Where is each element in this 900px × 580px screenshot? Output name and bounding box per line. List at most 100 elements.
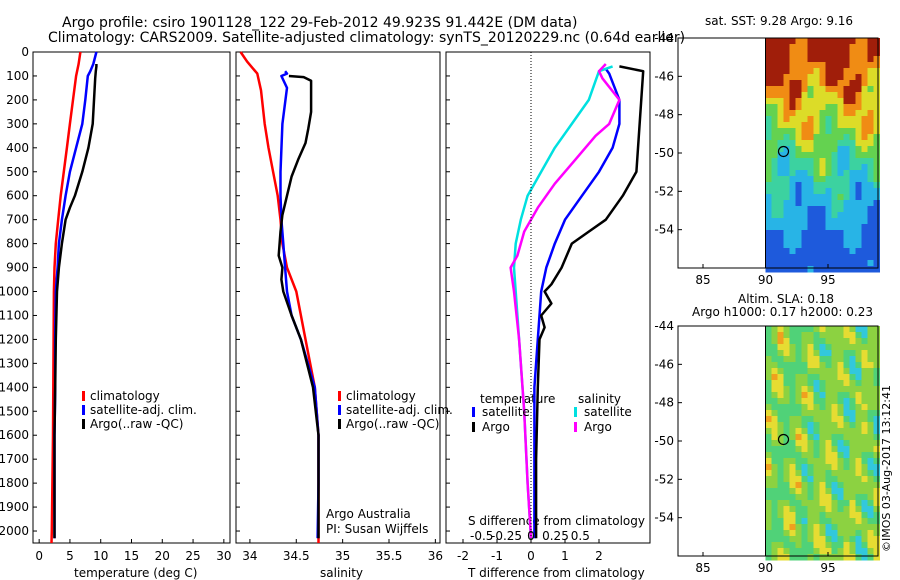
map-cell [837, 104, 844, 111]
map-cell [819, 362, 826, 369]
map-cell [849, 536, 856, 543]
credit-line2: PI: Susan Wijffels [326, 522, 429, 536]
map-cell [849, 146, 856, 153]
map-cell [807, 92, 814, 99]
map-cell [789, 200, 796, 207]
map-cell [801, 146, 808, 153]
map-cell [861, 68, 868, 75]
map-cell [765, 434, 772, 441]
map-cell [819, 122, 826, 129]
map-cell [849, 92, 856, 99]
map-cell [783, 428, 790, 435]
map-cell [777, 98, 784, 105]
map-cell [813, 356, 820, 363]
map-cell [837, 266, 844, 273]
map-cell [849, 50, 856, 57]
salinity-axis-label: salinity [320, 566, 364, 580]
map-cell [843, 524, 850, 531]
legend-label: satellite [482, 405, 530, 419]
map-cell [861, 416, 868, 423]
map-cell [765, 56, 772, 63]
legend-swatch [82, 419, 85, 429]
map-cell [831, 116, 838, 123]
map-cell [831, 104, 838, 111]
map-cell [765, 74, 772, 81]
map-cell [843, 182, 850, 189]
map-cell [861, 86, 868, 93]
map-cell [867, 494, 874, 501]
map-cell [771, 170, 778, 177]
map-cell [825, 362, 832, 369]
map-cell [843, 98, 850, 105]
map-cell [849, 68, 856, 75]
map-cell [843, 518, 850, 525]
map-cell [777, 332, 784, 339]
map-cell [795, 86, 802, 93]
map-cell [777, 188, 784, 195]
map-cell [843, 188, 850, 195]
map-cell [855, 542, 862, 549]
map-cell [843, 512, 850, 519]
map-cell [813, 152, 820, 159]
map-cell [813, 170, 820, 177]
map-cell [795, 92, 802, 99]
map-cell [825, 446, 832, 453]
map-cell [855, 134, 862, 141]
map-cell [813, 200, 820, 207]
map-cell [837, 362, 844, 369]
map-cell [867, 194, 874, 201]
map-cell [789, 518, 796, 525]
map-cell [843, 422, 850, 429]
map-cell [819, 128, 826, 135]
map-cell [783, 242, 790, 249]
map-cell [771, 554, 778, 561]
map-cell [849, 116, 856, 123]
map-cell [867, 128, 874, 135]
map-y-tick-label: -44 [654, 31, 674, 45]
map-cell [813, 374, 820, 381]
map-cell [771, 266, 778, 273]
map-cell [837, 410, 844, 417]
map-cell [807, 164, 814, 171]
argo-position-marker [777, 433, 790, 446]
map-cell [837, 62, 844, 69]
map-cell [771, 86, 778, 93]
map-cell [825, 194, 832, 201]
map-cell [801, 446, 808, 453]
map-cell [861, 260, 868, 267]
map-cell [825, 170, 832, 177]
map-cell [873, 554, 880, 561]
map-cell [777, 122, 784, 129]
map-cell [831, 368, 838, 375]
map-cell [777, 542, 784, 549]
map-cell [789, 458, 796, 465]
map-cell [861, 458, 868, 465]
map-cell [867, 38, 874, 45]
map-cell [861, 398, 868, 405]
map-cell [783, 470, 790, 477]
map-cell [801, 464, 808, 471]
map-cell [843, 62, 850, 69]
map-cell [873, 440, 880, 447]
map-cell [867, 140, 874, 147]
map-cell [825, 188, 832, 195]
map-cell [783, 392, 790, 399]
map-cell [777, 326, 784, 333]
map-cell [789, 218, 796, 225]
map-cell [873, 188, 880, 195]
map-cell [813, 62, 820, 69]
map-cell [843, 458, 850, 465]
map-cell [765, 452, 772, 459]
profile-line [277, 74, 320, 539]
map-cell [837, 218, 844, 225]
map-cell [843, 68, 850, 75]
map-cell [867, 416, 874, 423]
map-cell [843, 338, 850, 345]
map-cell [825, 212, 832, 219]
map-cell [795, 374, 802, 381]
map-cell [777, 224, 784, 231]
map-cell [837, 326, 844, 333]
map-cell [861, 470, 868, 477]
map-cell [873, 104, 880, 111]
map-cell [819, 116, 826, 123]
